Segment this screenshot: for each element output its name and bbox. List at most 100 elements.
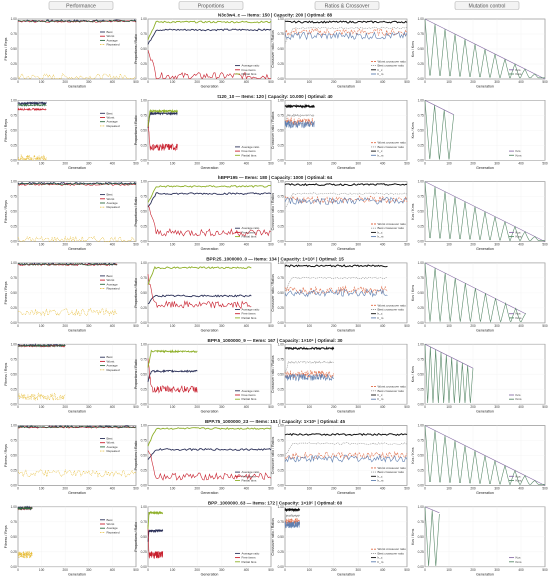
x-axis-label: Generation [68, 328, 86, 332]
x-tick-label: 100 [39, 487, 45, 491]
series-line-kms [424, 506, 440, 567]
panel-4-1: 0 100 200 300 400 5000.000.250.500.751.00Gene… [134, 342, 274, 413]
panel-5-0: 0 100 200 300 400 500 0.00 0.25 0.50 0.75 1.00 Gene… [4, 424, 139, 495]
x-tick-label: 300 [494, 487, 500, 491]
y-tick-label: 0.00 [141, 158, 147, 162]
legend-entry: Free items [242, 556, 257, 560]
y-tick-label: 0.00 [11, 484, 17, 488]
y-tick-label: 0.75 [418, 276, 424, 280]
x-axis-label: Generation [201, 328, 219, 332]
x-tick-label: 0 [147, 487, 149, 491]
legend-entry: Average ratio [242, 226, 260, 230]
x-tick-label: 200 [195, 405, 201, 409]
y-tick-label: 0.50 [141, 291, 147, 295]
x-tick-label: 200 [63, 405, 69, 409]
y-axis-label: Crossover ratio / Ratios [271, 193, 275, 231]
x-tick-label: 400 [110, 80, 116, 84]
y-tick-label: 0.50 [11, 535, 17, 539]
series-line-best [17, 101, 47, 106]
y-tick-label: 1.00 [141, 342, 147, 346]
x-axis-label: Generation [476, 166, 494, 170]
panel-4-0: 0 100 200 300 400 500 0.00 0.25 0.50 0.75 1.00 Gene… [4, 342, 139, 413]
legend-entry: Best crossover ratio [378, 226, 405, 230]
x-tick-label: 100 [170, 161, 176, 165]
legend-entry: Free items [242, 230, 257, 234]
panel-3-3: 0 100 200 300 400 500 0.00 0.25 0.50 0.75 1.00 Gene… [411, 261, 548, 332]
column-header-tab [178, 1, 244, 10]
series-line-h-c [284, 264, 388, 268]
x-tick-label: 200 [195, 487, 201, 491]
x-tick-label: 0 [424, 568, 426, 572]
y-tick-label: 0.75 [11, 520, 17, 524]
x-tick-label: 300 [356, 80, 362, 84]
legend-entry: Repeated [107, 368, 120, 372]
legend-entry: h_m [378, 235, 384, 239]
column-header-label: Ratios & Crossover [325, 4, 370, 10]
y-tick-label: 0.00 [141, 565, 147, 569]
x-tick-label: 400 [380, 568, 386, 572]
y-tick-label: 0.00 [418, 158, 424, 162]
y-tick-label: 0.75 [11, 195, 17, 199]
series-line-kcs [424, 506, 440, 514]
x-tick-label: 100 [170, 405, 176, 409]
series-line-free-items [147, 205, 272, 237]
x-tick-label: 100 [39, 80, 45, 84]
series-line-kms [424, 18, 545, 79]
y-tick-label: 0.75 [141, 195, 147, 199]
y-tick-label: 1.00 [278, 424, 284, 428]
legend-entry: h_m [378, 153, 384, 157]
x-tick-label: 0 [284, 487, 286, 491]
y-tick-label: 0.00 [418, 402, 424, 406]
y-tick-label: 0.50 [418, 372, 424, 376]
series-line-free-items [147, 120, 178, 152]
x-tick-label: 200 [470, 487, 476, 491]
y-tick-label: 0.75 [11, 113, 17, 117]
x-tick-label: 500 [404, 161, 410, 165]
series-line-average-ratio [147, 28, 272, 45]
x-tick-label: 400 [244, 161, 250, 165]
x-axis-label: Generation [68, 85, 86, 89]
legend-entry: Average [107, 201, 118, 205]
series-line-h-c [284, 507, 301, 513]
y-tick-label: 1.00 [141, 424, 147, 428]
x-tick-label: 200 [195, 324, 201, 328]
y-tick-label: 0.00 [11, 321, 17, 325]
x-tick-label: 400 [244, 243, 250, 247]
x-axis-label: Generation [337, 491, 355, 495]
series-line-kcs [424, 100, 454, 115]
y-axis-label: Kcs / Kms [411, 366, 415, 382]
x-tick-label: 400 [518, 405, 524, 409]
legend-entry: Average [107, 120, 118, 124]
y-tick-label: 0.75 [141, 357, 147, 361]
legend-entry: Partial bins [242, 72, 257, 76]
y-axis-label: Proportions / Ratio [134, 359, 138, 389]
legend-entry: Worst [107, 441, 115, 445]
x-tick-label: 200 [195, 161, 201, 165]
x-axis-label: Generation [476, 491, 494, 495]
panel-1-1: 0 100 200 300 400 5000.000.250.500.751.00Gene… [134, 98, 274, 169]
y-tick-label: 0.25 [141, 225, 147, 229]
legend-entry: Average ratio [242, 308, 260, 312]
x-tick-label: 0 [284, 568, 286, 572]
x-tick-label: 0 [17, 80, 19, 84]
x-tick-label: 300 [219, 243, 225, 247]
legend-entry: Free items [242, 68, 257, 72]
series-line-best-crossover-ratio [284, 26, 408, 44]
x-axis-label: Generation [337, 85, 355, 89]
series-line-h-m [284, 453, 408, 463]
y-tick-label: 0.75 [418, 439, 424, 443]
y-tick-label: 0.50 [278, 210, 284, 214]
series-line-h-c [284, 346, 335, 351]
series-line-best-crossover-ratio [284, 276, 388, 292]
y-tick-label: 1.00 [141, 98, 147, 102]
y-tick-label: 0.25 [418, 387, 424, 391]
y-tick-label: 0.00 [141, 321, 147, 325]
y-tick-label: 0.25 [418, 225, 424, 229]
x-axis-label: Generation [68, 572, 86, 576]
y-tick-label: 0.25 [278, 387, 284, 391]
x-tick-label: 400 [244, 568, 250, 572]
x-tick-label: 300 [494, 405, 500, 409]
y-tick-label: 0.75 [141, 113, 147, 117]
y-axis-label: Fitness / Reps [4, 281, 8, 304]
panel-4-2: 0 100 200 300 400 500 0.00 0.25 0.50 0.75 1.00 Gene… [271, 342, 410, 413]
